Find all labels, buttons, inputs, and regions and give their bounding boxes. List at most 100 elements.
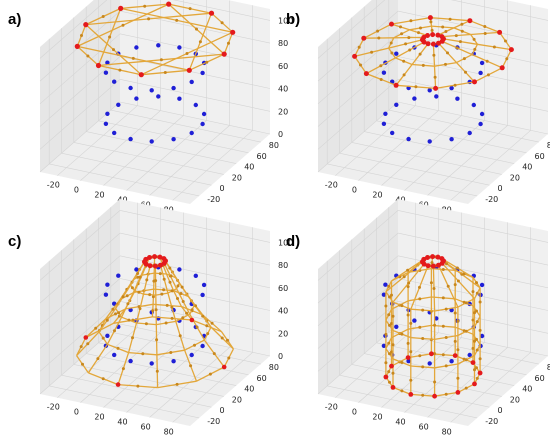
wire-node <box>376 29 380 33</box>
x-tick-label: 80 <box>164 427 174 436</box>
blue-point <box>381 121 387 127</box>
wire-node <box>453 339 457 343</box>
grid-line <box>80 332 161 403</box>
grid-line <box>358 110 439 181</box>
wire-node <box>402 275 406 279</box>
grid-line <box>73 364 224 397</box>
wire-node <box>475 366 478 370</box>
wire-node <box>379 64 383 68</box>
y-tick-label: 80 <box>269 141 279 150</box>
grid-line <box>98 120 249 154</box>
grid-line <box>61 374 212 408</box>
grid-line <box>317 10 399 82</box>
wire-node <box>154 279 158 283</box>
wire-node <box>101 377 105 381</box>
red-point <box>118 5 124 11</box>
left-pane <box>40 199 120 394</box>
wire-node <box>159 58 163 62</box>
wire-node <box>471 346 475 350</box>
wire-node <box>86 54 90 58</box>
grid-line <box>73 142 224 175</box>
wire-node <box>400 332 404 336</box>
wire-node <box>160 292 164 296</box>
wire-node <box>390 350 393 354</box>
wire-node <box>407 36 411 40</box>
wire-node <box>357 45 361 49</box>
wire-node <box>212 352 216 356</box>
panel-label: b) <box>286 11 300 28</box>
red-point <box>430 254 436 260</box>
grid-line <box>317 278 399 349</box>
wire-node <box>227 356 231 360</box>
blue-point <box>128 136 133 142</box>
grid-line <box>397 79 549 112</box>
wire-node <box>441 268 445 271</box>
wire-node <box>444 336 448 339</box>
wire-node <box>456 319 460 323</box>
wire-node <box>143 4 147 8</box>
red-point <box>189 317 195 323</box>
blue-point <box>200 70 205 76</box>
wire-node <box>475 320 479 324</box>
wire-node <box>220 336 224 340</box>
red-point <box>361 35 367 41</box>
wire-node <box>444 364 448 368</box>
grid-line <box>358 332 439 403</box>
wire-node <box>464 329 468 333</box>
grid-line <box>317 56 399 127</box>
floor-pane <box>40 102 270 204</box>
grid-line <box>327 385 478 419</box>
blue-point <box>471 102 476 108</box>
wire-node <box>210 321 214 325</box>
wire-node <box>176 297 179 300</box>
blue-point <box>406 136 411 142</box>
blue-point <box>105 333 110 338</box>
wire-node <box>154 308 158 312</box>
z-tick-label: 100 <box>278 16 293 25</box>
z-tick-label: 0 <box>278 352 283 361</box>
blue-point <box>467 130 472 136</box>
wire-node <box>444 30 448 33</box>
x-tick-label: -20 <box>325 181 338 190</box>
wire-node <box>407 281 411 285</box>
grid-line <box>98 342 249 376</box>
grid-line <box>339 152 490 186</box>
red-point <box>147 255 152 260</box>
wire-node <box>190 308 194 312</box>
red-point <box>433 85 439 91</box>
panel-label: d) <box>286 233 300 250</box>
grid-line <box>317 255 399 327</box>
grid-line <box>149 125 230 196</box>
wire-node <box>130 286 134 290</box>
blue-point <box>201 282 207 288</box>
grid-line <box>172 0 271 21</box>
wire-node <box>205 60 209 64</box>
blue-point <box>156 94 161 99</box>
wire-node <box>433 352 437 356</box>
wire-node <box>193 343 196 347</box>
blue-point <box>412 96 417 101</box>
y-tick-label: 40 <box>522 163 532 172</box>
red-point <box>432 393 437 399</box>
wire-node <box>478 357 482 361</box>
x-tick-label: 20 <box>372 413 382 422</box>
grid-line <box>39 79 121 150</box>
wire-node <box>400 304 404 308</box>
grid-line <box>364 131 515 164</box>
y-tick-label: -20 <box>485 195 498 204</box>
red-point <box>115 382 121 387</box>
wire-node <box>421 63 425 67</box>
grid-line <box>376 342 527 376</box>
wire-node <box>391 314 395 318</box>
wire-node <box>409 378 413 382</box>
wire-node <box>151 309 155 313</box>
wire-node <box>400 361 404 364</box>
wire-node <box>206 332 210 336</box>
wire-node <box>456 376 460 380</box>
grid-line <box>381 337 462 408</box>
wire-node <box>505 57 509 61</box>
wire-node <box>475 309 478 313</box>
wire-node <box>111 307 115 311</box>
wire-node <box>473 47 477 51</box>
